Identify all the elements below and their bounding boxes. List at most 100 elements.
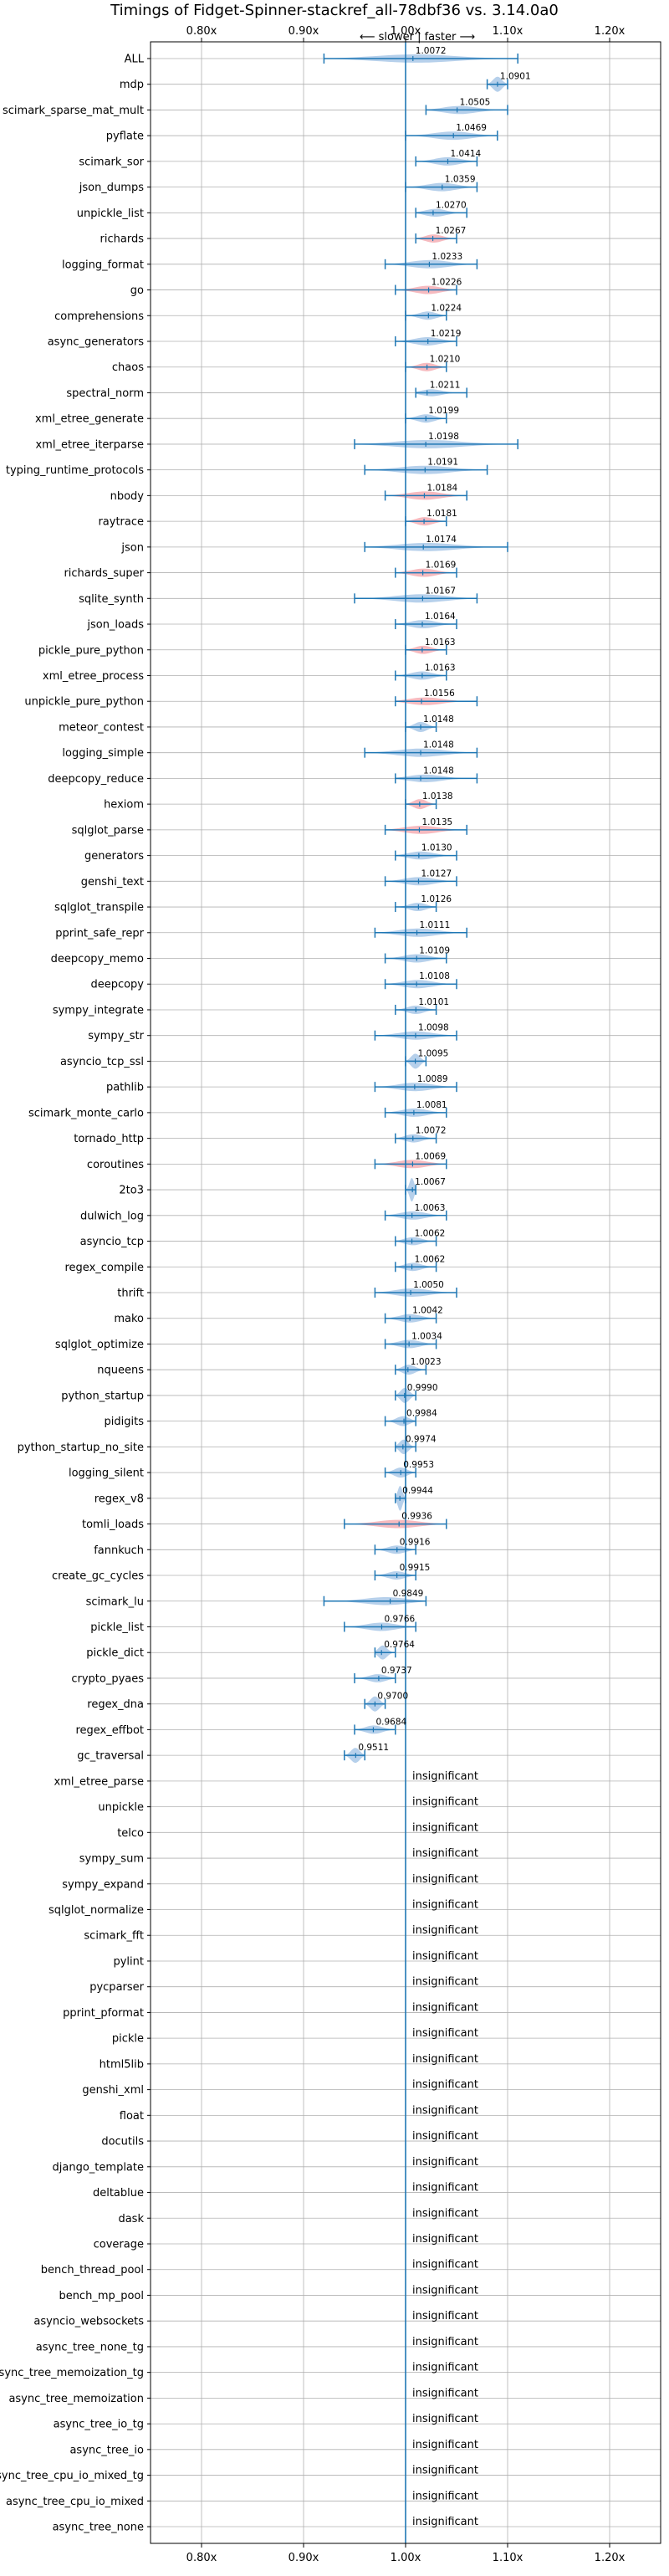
value-label: 1.0081 bbox=[416, 1100, 447, 1110]
benchmark-label: async_tree_cpu_io_mixed_tg bbox=[0, 2470, 144, 2482]
value-label: 1.0224 bbox=[431, 303, 462, 313]
value-label: 1.0109 bbox=[419, 946, 450, 956]
x-tick-label-top: 0.80x bbox=[186, 25, 217, 38]
value-label: 1.0098 bbox=[418, 1023, 449, 1033]
value-label: 0.9849 bbox=[393, 1589, 424, 1599]
value-label: 1.0181 bbox=[426, 509, 457, 519]
value-label: 0.9511 bbox=[358, 1743, 389, 1753]
benchmark-label: pickle bbox=[112, 2033, 144, 2046]
benchmark-label: scimark_fft bbox=[84, 1930, 144, 1943]
value-label: 1.0062 bbox=[415, 1254, 446, 1264]
insignificant-label: insignificant bbox=[412, 2516, 478, 2528]
benchmark-label: crypto_pyaes bbox=[71, 1672, 144, 1685]
value-label: 1.0063 bbox=[415, 1203, 446, 1213]
value-label: 0.9916 bbox=[400, 1537, 431, 1547]
value-label: 1.0108 bbox=[419, 971, 450, 981]
insignificant-label: insignificant bbox=[412, 1847, 478, 1860]
value-label: 1.0163 bbox=[425, 638, 456, 648]
value-label: 1.0127 bbox=[421, 868, 452, 878]
benchmark-label: dulwich_log bbox=[80, 1210, 144, 1222]
plot-frame bbox=[150, 41, 661, 2544]
benchmark-label: async_tree_memoization bbox=[8, 2393, 144, 2405]
benchmark-label: asyncio_tcp_ssl bbox=[60, 1056, 144, 1068]
insignificant-label: insignificant bbox=[412, 1924, 478, 1937]
benchmark-label: regex_dna bbox=[87, 1698, 144, 1711]
benchmark-label: async_tree_none bbox=[53, 2522, 144, 2534]
benchmark-label: pycparser bbox=[89, 1981, 144, 1994]
benchmark-label: pickle_list bbox=[90, 1621, 144, 1634]
benchmark-label: float bbox=[120, 2110, 144, 2123]
benchmark-label: richards_super bbox=[64, 567, 144, 580]
x-tick-label-bottom: 1.20x bbox=[595, 2552, 626, 2564]
benchmark-label: scimark_monte_carlo bbox=[28, 1107, 144, 1119]
benchmark-label: deepcopy_memo bbox=[51, 953, 144, 965]
benchmark-label: raytrace bbox=[98, 516, 144, 529]
benchmark-label: python_startup bbox=[61, 1390, 144, 1402]
value-label: 1.0156 bbox=[424, 689, 455, 699]
benchmark-label: python_startup_no_site bbox=[18, 1442, 144, 1454]
benchmark-label: xml_etree_parse bbox=[54, 1775, 144, 1788]
insignificant-label: insignificant bbox=[412, 2413, 478, 2425]
benchmark-label: pathlib bbox=[106, 1082, 144, 1094]
insignificant-label: insignificant bbox=[412, 2079, 478, 2092]
value-label: 1.0199 bbox=[428, 406, 459, 416]
benchmark-label: async_generators bbox=[48, 336, 145, 349]
benchmark-label: comprehensions bbox=[54, 310, 144, 323]
insignificant-label: insignificant bbox=[412, 2439, 478, 2451]
benchmark-label: scimark_sparse_mat_mult bbox=[3, 105, 144, 117]
insignificant-label: insignificant bbox=[412, 2027, 478, 2040]
value-label: 0.9974 bbox=[406, 1434, 437, 1444]
benchmark-label: html5lib bbox=[100, 2058, 144, 2071]
benchmark-label: unpickle bbox=[98, 1801, 144, 1814]
benchmark-label: go bbox=[130, 284, 144, 297]
benchmark-label: coroutines bbox=[87, 1159, 144, 1171]
value-label: 1.0034 bbox=[411, 1331, 442, 1341]
value-label: 1.0210 bbox=[430, 355, 461, 365]
value-label: 1.0135 bbox=[421, 817, 452, 827]
x-tick-label-top: 1.10x bbox=[493, 25, 523, 38]
benchmark-label: sqlite_synth bbox=[79, 593, 144, 606]
insignificant-label: insignificant bbox=[412, 2182, 478, 2194]
value-label: 1.0062 bbox=[415, 1229, 446, 1239]
benchmark-label: sympy_sum bbox=[79, 1853, 144, 1866]
insignificant-label: insignificant bbox=[412, 2310, 478, 2322]
insignificant-label: insignificant bbox=[412, 1950, 478, 1963]
benchmark-label: scimark_sor bbox=[79, 156, 144, 168]
x-tick-label-bottom: 1.10x bbox=[493, 2552, 523, 2564]
value-label: 1.0072 bbox=[416, 1126, 447, 1136]
value-label: 1.0191 bbox=[427, 458, 458, 468]
benchmark-label: unpickle_pure_python bbox=[24, 696, 144, 709]
benchmark-label: pyflate bbox=[106, 131, 144, 143]
insignificant-label: insignificant bbox=[412, 1821, 478, 1834]
benchmark-label: bench_thread_pool bbox=[41, 2264, 144, 2276]
insignificant-label: insignificant bbox=[412, 2001, 478, 2014]
value-label: 0.9700 bbox=[377, 1692, 408, 1702]
benchmark-label: telco bbox=[117, 1827, 144, 1840]
benchmark-label: pprint_pformat bbox=[63, 2007, 144, 2020]
value-label: 1.0163 bbox=[425, 663, 456, 673]
benchmark-label: sqlglot_optimize bbox=[55, 1339, 144, 1351]
value-label: 1.0505 bbox=[460, 97, 491, 107]
benchmark-label: docutils bbox=[101, 2136, 144, 2148]
x-tick-label-top: 1.20x bbox=[595, 25, 626, 38]
benchmark-label: regex_effbot bbox=[75, 1724, 144, 1737]
benchmark-label: async_tree_io bbox=[69, 2444, 144, 2456]
benchmark-label: richards bbox=[100, 233, 145, 246]
benchmark-label: gc_traversal bbox=[77, 1750, 144, 1763]
x-tick-label-bottom: 0.80x bbox=[186, 2552, 217, 2564]
insignificant-label: insignificant bbox=[412, 2053, 478, 2066]
benchmark-label: async_tree_none_tg bbox=[36, 2341, 144, 2353]
value-label: 1.0126 bbox=[421, 894, 452, 904]
benchmark-label: logging_silent bbox=[69, 1467, 144, 1480]
insignificant-label: insignificant bbox=[412, 1899, 478, 1912]
insignificant-label: insignificant bbox=[412, 1976, 478, 1989]
benchmark-label: mdp bbox=[120, 79, 144, 91]
benchmark-label: generators bbox=[84, 850, 144, 863]
benchmark-label: scimark_lu bbox=[86, 1595, 144, 1608]
benchmark-label: logging_format bbox=[62, 259, 144, 271]
benchmark-label: async_tree_io_tg bbox=[54, 2419, 144, 2431]
value-label: 1.0233 bbox=[432, 252, 462, 262]
value-label: 0.9684 bbox=[375, 1717, 406, 1727]
benchmark-label: nqueens bbox=[97, 1365, 144, 1377]
benchmark-label: async_tree_memoization_tg bbox=[0, 2367, 144, 2379]
